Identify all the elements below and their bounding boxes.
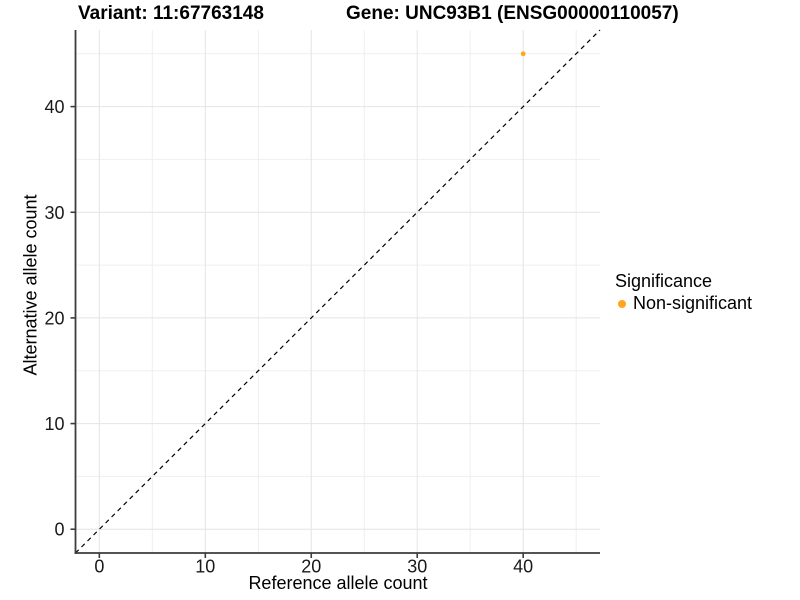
legend-item: Non-significant	[615, 293, 752, 314]
identity-line	[75, 29, 601, 554]
legend-title: Significance	[615, 271, 713, 291]
data-point	[520, 51, 526, 57]
x-tick-label: 20	[301, 557, 321, 577]
y-tick-label: 40	[44, 97, 64, 117]
y-tick-label: 10	[44, 414, 64, 434]
x-axis-title: Reference allele count	[248, 573, 428, 593]
y-axis-title: Alternative allele count	[20, 194, 41, 376]
x-tick-label: 30	[407, 557, 427, 577]
gene-title: Gene: UNC93B1 (ENSG00000110057)	[346, 3, 679, 24]
x-tick-label: 10	[195, 557, 215, 577]
legend: Significance Non-significant	[615, 271, 752, 314]
x-tick-label: 0	[94, 557, 104, 577]
legend-item-label: Non-significant	[633, 293, 753, 313]
y-tick-label: 30	[44, 203, 64, 223]
y-tick-label: 20	[44, 308, 64, 328]
variant-title: Variant: 11:67763148	[78, 3, 264, 24]
x-tick-label: 40	[513, 557, 533, 577]
legend-key-dot-icon	[618, 299, 626, 308]
y-tick-label: 0	[54, 520, 64, 540]
